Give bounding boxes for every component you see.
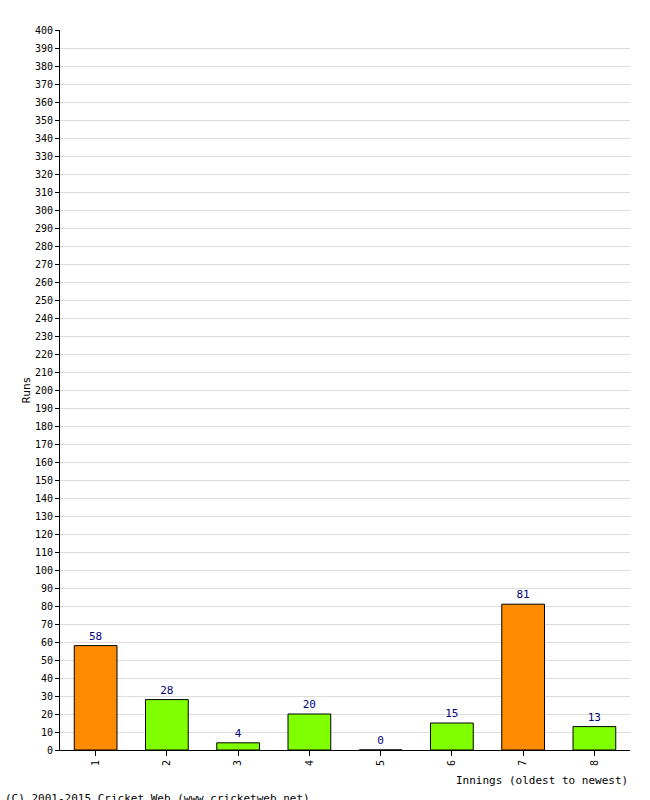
svg-text:20: 20 (41, 709, 53, 720)
svg-text:0: 0 (47, 745, 53, 756)
svg-text:310: 310 (35, 187, 53, 198)
svg-text:13: 13 (588, 711, 601, 724)
svg-text:400: 400 (35, 25, 53, 36)
svg-text:210: 210 (35, 367, 53, 378)
svg-text:5: 5 (375, 760, 386, 766)
svg-text:230: 230 (35, 331, 53, 342)
svg-text:120: 120 (35, 529, 53, 540)
svg-text:360: 360 (35, 97, 53, 108)
svg-text:(C) 2001-2015 Cricket Web (www: (C) 2001-2015 Cricket Web (www.cricketwe… (5, 792, 310, 800)
svg-text:1: 1 (90, 760, 101, 766)
svg-text:320: 320 (35, 169, 53, 180)
svg-text:6: 6 (446, 760, 457, 766)
svg-text:240: 240 (35, 313, 53, 324)
svg-text:220: 220 (35, 349, 53, 360)
svg-text:290: 290 (35, 223, 53, 234)
svg-text:7: 7 (517, 760, 528, 766)
svg-text:70: 70 (41, 619, 53, 630)
svg-text:250: 250 (35, 295, 53, 306)
svg-text:270: 270 (35, 259, 53, 270)
svg-text:390: 390 (35, 43, 53, 54)
svg-text:3: 3 (232, 760, 243, 766)
svg-text:200: 200 (35, 385, 53, 396)
svg-text:30: 30 (41, 691, 53, 702)
svg-text:380: 380 (35, 61, 53, 72)
svg-text:81: 81 (517, 588, 530, 601)
svg-text:8: 8 (589, 760, 600, 766)
svg-text:140: 140 (35, 493, 53, 504)
svg-text:4: 4 (235, 727, 242, 740)
svg-text:Runs: Runs (20, 377, 33, 404)
svg-text:150: 150 (35, 475, 53, 486)
svg-text:0: 0 (377, 734, 384, 747)
svg-text:58: 58 (89, 630, 102, 643)
svg-text:370: 370 (35, 79, 53, 90)
svg-text:300: 300 (35, 205, 53, 216)
svg-text:170: 170 (35, 439, 53, 450)
svg-text:110: 110 (35, 547, 53, 558)
svg-text:280: 280 (35, 241, 53, 252)
svg-text:330: 330 (35, 151, 53, 162)
svg-text:130: 130 (35, 511, 53, 522)
svg-text:80: 80 (41, 601, 53, 612)
svg-text:15: 15 (445, 707, 458, 720)
svg-text:190: 190 (35, 403, 53, 414)
svg-text:160: 160 (35, 457, 53, 468)
svg-text:350: 350 (35, 115, 53, 126)
svg-text:50: 50 (41, 655, 53, 666)
svg-text:20: 20 (303, 698, 316, 711)
svg-text:60: 60 (41, 637, 53, 648)
svg-text:340: 340 (35, 133, 53, 144)
svg-text:180: 180 (35, 421, 53, 432)
svg-text:10: 10 (41, 727, 53, 738)
svg-text:28: 28 (160, 684, 173, 697)
svg-text:260: 260 (35, 277, 53, 288)
svg-text:2: 2 (161, 760, 172, 766)
svg-text:90: 90 (41, 583, 53, 594)
svg-text:100: 100 (35, 565, 53, 576)
svg-text:40: 40 (41, 673, 53, 684)
svg-text:4: 4 (304, 760, 315, 766)
svg-text:Innings (oldest to newest): Innings (oldest to newest) (456, 774, 628, 787)
